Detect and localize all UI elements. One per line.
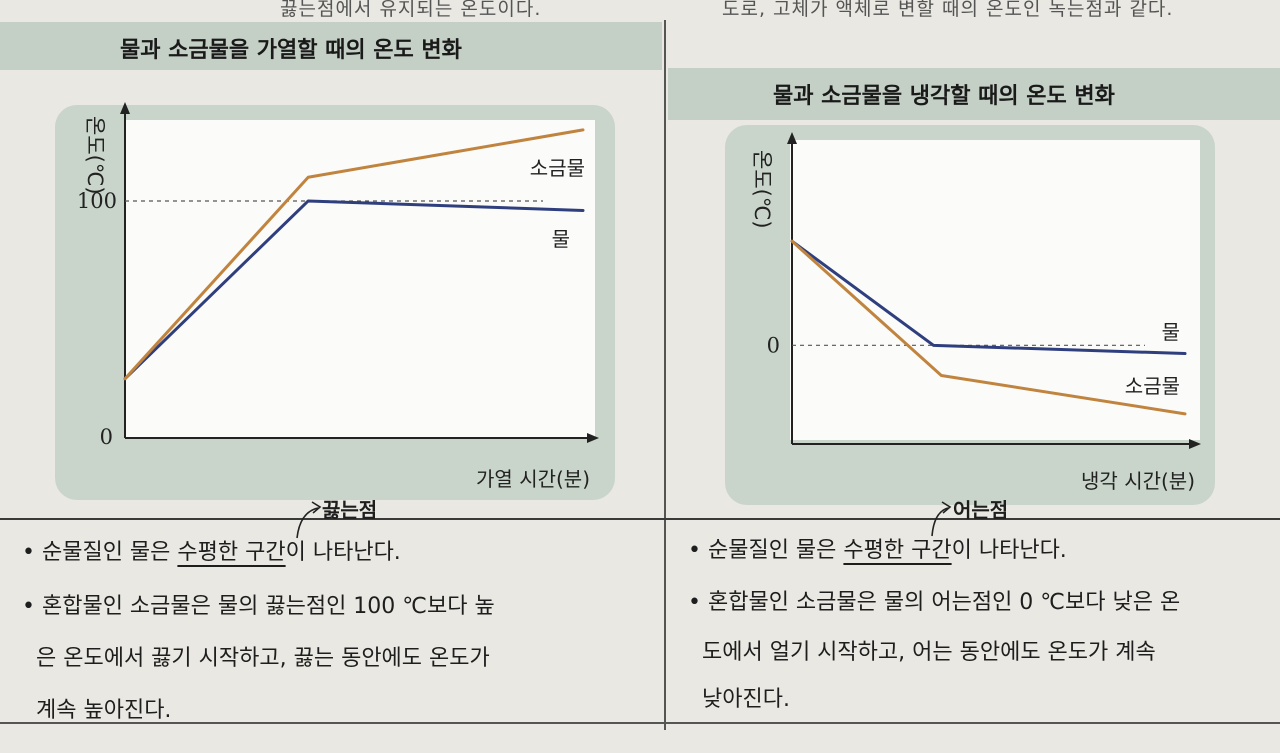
right-y-axis-arrow (787, 132, 797, 144)
left-bullet-1: • 순물질인 물은 수평한 구간이 나타난다. (22, 533, 401, 573)
right-bullet-1-prefix: • 순물질인 물은 (688, 538, 844, 563)
right-bullet-2-line-1: • 혼합물인 소금물은 물의 어는점인 0 ℃보다 낮은 온 (688, 590, 1181, 615)
left-series-line-water (123, 199, 585, 381)
right-bullet-2-line-2: 도에서 얼기 시작하고, 어는 동안에도 온도가 계속 (702, 640, 1156, 665)
left-bullet-1-prefix: • 순물질인 물은 (22, 540, 178, 565)
section-separator (0, 518, 1280, 520)
left-bullet-1-underlined: 수평한 구간 (177, 540, 286, 565)
right-bullet-1-underlined: 수평한 구간 (843, 538, 952, 563)
left-bullet-1-suffix: 이 나타난다. (285, 540, 401, 565)
bottom-rule (0, 722, 1280, 724)
left-bullet-2-line-3: 계속 높아진다. (36, 698, 172, 723)
left-bullet-2-line-1: • 혼합물인 소금물은 물의 끓는점인 100 ℃보다 높 (22, 594, 495, 619)
right-y-axis-label: 온도(℃) (750, 150, 774, 229)
right-tick-label-0: 0 (767, 333, 780, 357)
left-series-label-water: 물 (552, 227, 570, 251)
left-chart-title: 물과 소금물을 가열할 때의 온도 변화 (120, 38, 462, 63)
right-series-label-saltwater: 소금물 (1125, 374, 1180, 398)
left-plot-area (125, 120, 595, 438)
freezing-point-callout: 어는점 (953, 498, 1009, 522)
right-x-axis-label: 냉각 시간(분) (1081, 469, 1195, 493)
right-series-line-saltwater (790, 239, 1187, 416)
right-series-label-water: 물 (1162, 320, 1180, 344)
right-bullet-2-line-3: 낮아진다. (702, 687, 790, 712)
right-bullet-1: • 순물질인 물은 수평한 구간이 나타난다. (688, 531, 1067, 571)
left-title-band (0, 22, 662, 70)
boiling-point-callout: 끓는점 (322, 498, 378, 522)
left-series-line-saltwater (123, 128, 585, 381)
left-y-axis-label: 온도(℃) (83, 116, 107, 195)
right-bullet-1-suffix: 이 나타난다. (951, 538, 1067, 563)
left-bullet-2-line-2: 은 온도에서 끓기 시작하고, 끓는 동안에도 온도가 (36, 646, 490, 671)
right-x-axis-arrow (1189, 439, 1201, 449)
left-tick-label-0: 0 (100, 425, 113, 449)
right-series-line-water (790, 239, 1187, 356)
left-y-axis-arrow (120, 102, 130, 114)
top-text-left: 끓는점에서 유지되는 온도이다. (280, 0, 542, 20)
top-text-right: 도로, 고체가 액체로 변할 때의 온도인 녹는점과 같다. (722, 0, 1174, 20)
left-series-label-saltwater: 소금물 (530, 156, 585, 180)
left-tick-label-1: 100 (77, 189, 117, 213)
right-title-band (668, 68, 1280, 120)
panel-divider (664, 20, 666, 730)
left-x-axis-label: 가열 시간(분) (476, 467, 590, 491)
left-x-axis-arrow (587, 433, 599, 443)
right-chart-title: 물과 소금물을 냉각할 때의 온도 변화 (773, 84, 1115, 109)
